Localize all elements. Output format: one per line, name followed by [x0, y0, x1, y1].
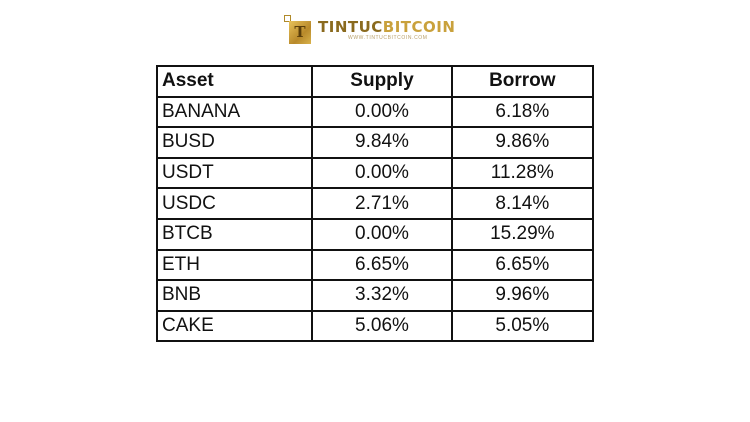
supply-cell: 3.32%: [311, 279, 453, 312]
table-row: BNB 3.32% 9.96%: [155, 279, 595, 312]
asset-cell: ETH: [155, 248, 314, 282]
borrow-cell: 9.86%: [450, 126, 595, 159]
table-row: BANANA 0.00% 6.18%: [155, 95, 595, 129]
table-row: USDT 0.00% 11.28%: [155, 156, 595, 190]
borrow-cell: 15.29%: [450, 217, 595, 251]
asset-cell: BTCB: [155, 217, 314, 251]
logo-icon: T: [284, 15, 312, 45]
table-row: BTCB 0.00% 15.29%: [155, 217, 595, 251]
table-row: USDC 2.71% 8.14%: [155, 187, 595, 220]
borrow-cell: 8.14%: [450, 187, 595, 220]
logo-title: TINTUCBITCOIN: [318, 17, 456, 36]
borrow-cell: 11.28%: [450, 156, 595, 190]
logo-url: WWW.TINTUCBITCOIN.COM: [348, 34, 428, 41]
table-header-row: Asset Supply Borrow: [155, 65, 595, 98]
borrow-cell: 5.05%: [450, 309, 595, 343]
asset-cell: BUSD: [155, 126, 314, 159]
header-supply: Supply: [311, 65, 453, 98]
site-logo: T TINTUCBITCOIN WWW.TINTUCBITCOIN.COM: [284, 12, 455, 48]
header-asset: Asset: [155, 65, 314, 98]
table-row: CAKE 5.06% 5.05%: [155, 309, 595, 343]
supply-cell: 5.06%: [311, 309, 453, 343]
asset-cell: BNB: [155, 279, 314, 312]
supply-cell: 0.00%: [311, 156, 453, 190]
supply-cell: 2.71%: [311, 187, 453, 220]
borrow-cell: 6.65%: [450, 248, 595, 282]
asset-cell: CAKE: [155, 309, 314, 343]
supply-cell: 0.00%: [311, 95, 453, 129]
asset-cell: USDC: [155, 187, 314, 220]
supply-cell: 9.84%: [311, 126, 453, 159]
supply-cell: 0.00%: [311, 217, 453, 251]
header-borrow: Borrow: [450, 65, 595, 98]
rates-table: Asset Supply Borrow BANANA 0.00% 6.18% B…: [155, 65, 595, 343]
supply-cell: 6.65%: [311, 248, 453, 282]
table-row: BUSD 9.84% 9.86%: [155, 126, 595, 159]
borrow-cell: 9.96%: [450, 279, 595, 312]
borrow-cell: 6.18%: [450, 95, 595, 129]
asset-cell: USDT: [155, 156, 314, 190]
asset-cell: BANANA: [155, 95, 314, 129]
table-row: ETH 6.65% 6.65%: [155, 248, 595, 282]
